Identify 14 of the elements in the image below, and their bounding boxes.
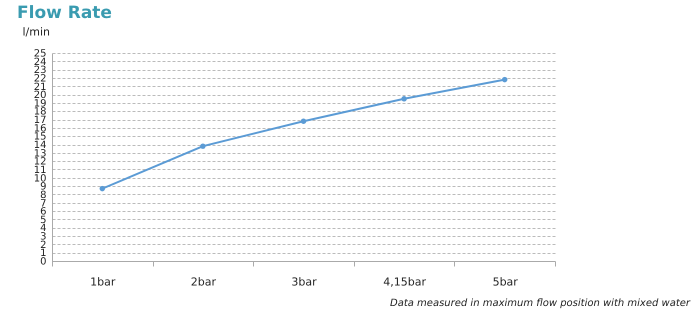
point bbox=[502, 76, 508, 82]
x-tick-label: 5bar bbox=[492, 276, 518, 288]
y-axis-title: l/min bbox=[22, 26, 50, 38]
x-tick-label: 1bar bbox=[90, 276, 116, 288]
point bbox=[300, 118, 306, 124]
point bbox=[100, 186, 106, 192]
x-tick-label: 3bar bbox=[291, 276, 318, 288]
x-tick-label: 4,15bar bbox=[383, 276, 426, 288]
point bbox=[200, 143, 206, 149]
x-tick-label: 2bar bbox=[190, 276, 216, 288]
text: Data measured in maximum flow position with mixed water bbox=[390, 298, 690, 309]
point bbox=[401, 96, 407, 102]
chart-title: Flow Rate bbox=[17, 3, 112, 23]
y-tick-label: 0 bbox=[40, 256, 46, 268]
